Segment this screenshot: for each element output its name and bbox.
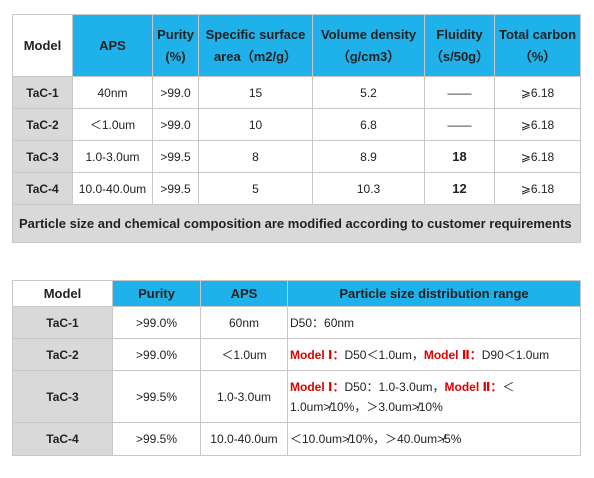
cell: 10.3 xyxy=(312,172,425,205)
cell: ⩾6.18 xyxy=(494,108,581,141)
cell: 1.0-3.0um xyxy=(200,370,288,423)
header-cell: Model xyxy=(12,280,113,307)
model-label: Model Ⅰ： xyxy=(290,379,345,394)
cell: TaC-3 xyxy=(12,370,113,423)
cell: >99.5% xyxy=(112,370,201,423)
cell: 15 xyxy=(198,76,313,109)
distribution-table: Model Purity APS Particle size distribut… xyxy=(12,280,581,456)
range-text: D50：1.0-3.0um， xyxy=(344,379,445,394)
header-cell: Particle size distribution range xyxy=(287,280,581,307)
footer-note: Particle size and chemical composition a… xyxy=(12,204,581,243)
cell: 12 xyxy=(424,172,495,205)
header-text: Total carbon xyxy=(498,26,577,42)
cell: 10.0-40.0um xyxy=(200,422,288,456)
cell: 40nm xyxy=(72,76,153,109)
cell: >99.0% xyxy=(112,338,201,371)
cell: 5 xyxy=(198,172,313,205)
header-text: APS xyxy=(99,37,126,53)
cell: ⩾6.18 xyxy=(494,140,581,173)
cell: ⩾6.18 xyxy=(494,172,581,205)
header-text: （%） xyxy=(518,48,557,64)
cell: 60nm xyxy=(200,306,288,339)
header-cell: Purity xyxy=(112,280,201,307)
cell: >99.5 xyxy=(152,140,199,173)
header-text: (%) xyxy=(165,48,186,64)
cell: 1.0-3.0um xyxy=(72,140,153,173)
cell: ＜10.0um≯10%，＞40.0um≯5% xyxy=(287,422,581,456)
cell: >99.0 xyxy=(152,108,199,141)
cell: ⩾6.18 xyxy=(494,76,581,109)
property-table: Model APS Purity (%) Specific surface area… xyxy=(12,14,581,243)
header-text: Specific surface xyxy=(205,26,306,42)
range-text: ＜1.0um≯10%，＞3.0um≯10% xyxy=(290,379,515,414)
range-text: ＜10.0um≯10%，＞40.0um≯5% xyxy=(290,432,462,446)
cell: >99.5% xyxy=(112,422,201,456)
cell: TaC-3 xyxy=(12,140,73,173)
cell: TaC-2 xyxy=(12,338,113,371)
cell: 10.0-40.0um xyxy=(72,172,153,205)
cell: TaC-1 xyxy=(12,76,73,109)
header-text: Model xyxy=(23,38,62,53)
header-cell: Volume density （g/cm3） xyxy=(312,14,425,77)
cell: 10 xyxy=(198,108,313,141)
header-text: Volume density xyxy=(320,26,417,42)
header-cell: Purity (%) xyxy=(152,14,199,77)
cell: —— xyxy=(424,76,495,109)
header-text: Purity xyxy=(157,26,194,42)
model-label: Model Ⅱ： xyxy=(444,379,503,394)
header-cell: Model xyxy=(12,14,73,77)
range-text: D50：60nm xyxy=(290,315,355,330)
cell: >99.0% xyxy=(112,306,201,339)
range-text: D50＜1.0um， xyxy=(344,347,424,362)
cell: TaC-4 xyxy=(12,422,113,456)
header-cell: Specific surface area（m2/g） xyxy=(198,14,313,77)
header-cell: APS xyxy=(72,14,153,77)
model-label: Model Ⅱ： xyxy=(423,347,482,362)
header-text: （g/cm3） xyxy=(336,48,401,64)
cell: TaC-4 xyxy=(12,172,73,205)
cell: 8.9 xyxy=(312,140,425,173)
cell: —— xyxy=(424,108,495,141)
header-text: area（m2/g） xyxy=(213,48,298,64)
cell: 8 xyxy=(198,140,313,173)
model-label: Model Ⅰ： xyxy=(290,347,345,362)
header-cell: Fluidity （s/50g） xyxy=(424,14,495,77)
header-cell: APS xyxy=(200,280,288,307)
cell: >99.5 xyxy=(152,172,199,205)
header-text: Fluidity xyxy=(436,26,483,42)
cell: >99.0 xyxy=(152,76,199,109)
cell: 5.2 xyxy=(312,76,425,109)
header-text: （s/50g） xyxy=(429,48,490,64)
cell: Model Ⅰ：D50：1.0-3.0um，Model Ⅱ：＜1.0um≯10%… xyxy=(287,370,581,423)
cell: ＜1.0um xyxy=(72,108,153,141)
cell: 18 xyxy=(424,140,495,173)
cell: D50：60nm xyxy=(287,306,581,339)
range-text: D90＜1.0um xyxy=(481,347,550,362)
cell: Model Ⅰ：D50＜1.0um，Model Ⅱ：D90＜1.0um xyxy=(287,338,581,371)
cell: TaC-2 xyxy=(12,108,73,141)
cell: TaC-1 xyxy=(12,306,113,339)
header-cell: Total carbon （%） xyxy=(494,14,581,77)
cell: 6.8 xyxy=(312,108,425,141)
cell: ＜1.0um xyxy=(200,338,288,371)
